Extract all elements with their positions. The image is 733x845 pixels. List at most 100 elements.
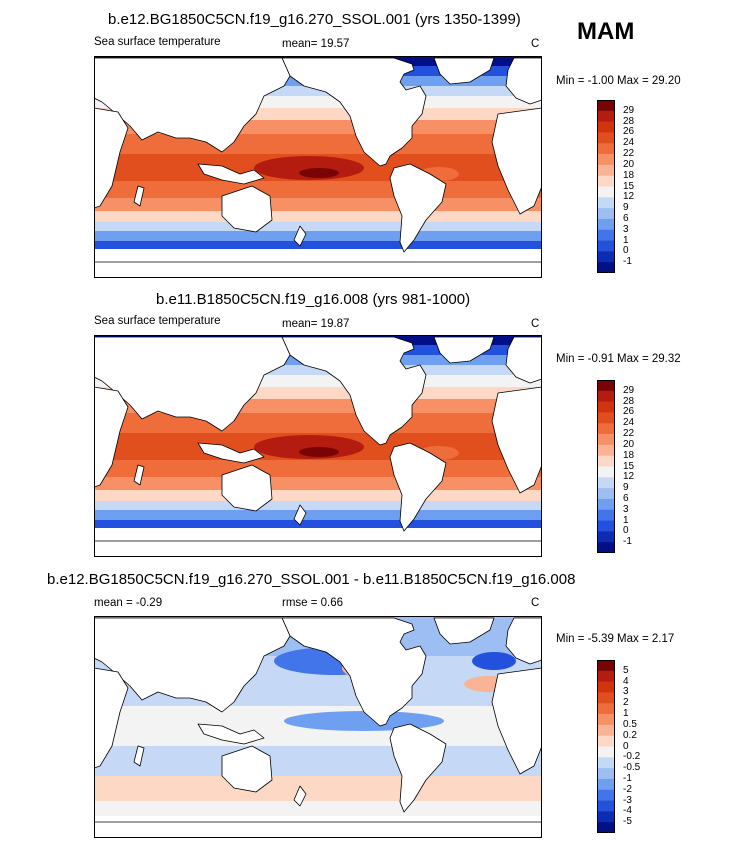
- sst-band: [94, 746, 542, 777]
- maritime-continent: [197, 723, 265, 745]
- panel-3-rmse: rmse = 0.66: [282, 597, 344, 609]
- colorbar-swatch: [597, 768, 615, 780]
- colorbar-tick-label: 15: [623, 180, 635, 192]
- warm-pool-core: [299, 447, 339, 457]
- colorbar-tick-label: 24: [623, 137, 635, 149]
- colorbar-swatch: [597, 692, 615, 704]
- colorbar-swatch: [597, 735, 615, 747]
- colorbar-tick-label: 0.5: [623, 718, 637, 730]
- panel-1-map-frame: [94, 56, 542, 278]
- africa-continent: [491, 667, 542, 775]
- colorbar-tick-label: 24: [623, 417, 635, 429]
- colorbar-tick-label: -0.5: [623, 762, 641, 774]
- colorbar-swatch: [597, 175, 615, 187]
- colorbar-frame: [597, 100, 615, 273]
- colorbar-swatch: [597, 466, 615, 478]
- sst-band: [94, 198, 542, 212]
- colorbar-swatch: [597, 240, 615, 252]
- colorbar-swatch: [597, 401, 615, 413]
- colorbar-tick-label: 29: [623, 104, 635, 116]
- colorbar-tick-label: 6: [623, 492, 629, 504]
- australia-continent: [221, 185, 273, 233]
- antarctica-continent: [94, 261, 542, 278]
- colorbar-swatch: [597, 488, 615, 500]
- anomaly-cold-north-atlantic: [472, 652, 516, 670]
- greenland-continent: [433, 57, 495, 85]
- maritime-continent: [197, 163, 265, 185]
- panel-1-land: [94, 57, 542, 278]
- colorbar-swatch: [597, 423, 615, 435]
- sst-band: [94, 134, 542, 155]
- panel-2-variable: Sea surface temperature: [94, 315, 221, 327]
- colorbar-tick-label: 6: [623, 212, 629, 224]
- colorbar-tick-label: 2: [623, 697, 629, 709]
- colorbar-tick-label: 28: [623, 115, 635, 127]
- panel-2-map: [94, 335, 542, 557]
- colorbar-tick-label: 9: [623, 202, 629, 214]
- panel-3-map: [94, 616, 542, 838]
- panel-3-minmax: Min = -5.39 Max = 2.17: [556, 633, 675, 645]
- colorbar-swatch: [597, 100, 615, 112]
- panel-1-map: [94, 56, 542, 278]
- panel-3-land: [94, 617, 542, 838]
- madagascar-continent: [133, 745, 145, 767]
- panel-1-mean: mean= 19.57: [282, 38, 350, 50]
- anomaly-cold-tropical-pacific: [284, 711, 444, 731]
- panel-2-map-frame: [94, 335, 542, 557]
- colorbar-tick-label: 12: [623, 191, 635, 203]
- colorbar-tick-label: 0: [623, 740, 629, 752]
- colorbar-swatch: [597, 434, 615, 446]
- colorbar-swatch: [597, 746, 615, 758]
- sst-band: [94, 510, 542, 521]
- colorbar-tick-label: 15: [623, 460, 635, 472]
- europe-west-continent: [505, 336, 542, 384]
- colorbar-swatch: [597, 380, 615, 392]
- colorbar-tick-label: -5: [623, 816, 632, 828]
- panel-1-units: C: [531, 38, 540, 50]
- new-zealand-continent: [293, 504, 307, 526]
- colorbar-swatch: [597, 498, 615, 511]
- africa-continent: [491, 107, 542, 215]
- panel-1-title: b.e12.BG1850C5CN.f19_g16.270_SSOL.001 (y…: [108, 11, 521, 28]
- colorbar-tick-label: 12: [623, 471, 635, 483]
- colorbar-swatch: [597, 714, 615, 726]
- sst-band: [94, 501, 542, 511]
- sst-band: [94, 776, 542, 802]
- colorbar-swatch: [597, 208, 615, 220]
- colorbar-swatch: [597, 757, 615, 769]
- colorbar-tick-label: 20: [623, 438, 635, 450]
- panel-1-colorbar: [597, 100, 615, 273]
- colorbar-tick-label: 5: [623, 664, 629, 676]
- north-america-continent: [281, 617, 427, 727]
- colorbar-swatch: [597, 164, 615, 176]
- sst-band: [94, 520, 542, 531]
- greenland-continent: [433, 617, 495, 645]
- panel-3-units: C: [531, 597, 540, 609]
- colorbar-tick-label: 26: [623, 126, 635, 138]
- sst-band: [94, 222, 542, 232]
- australia-continent: [221, 745, 273, 793]
- colorbar-swatch: [597, 531, 615, 543]
- sst-band: [94, 460, 542, 478]
- south-america-continent: [389, 723, 447, 813]
- colorbar-swatch: [597, 703, 615, 715]
- colorbar-tick-label: -4: [623, 805, 632, 817]
- colorbar-swatch: [597, 262, 615, 273]
- colorbar-tick-label: 3: [623, 686, 629, 698]
- colorbar-tick-label: 22: [623, 428, 635, 440]
- colorbar-swatch: [597, 811, 615, 823]
- colorbar-tick-label: -3: [623, 794, 632, 806]
- season-label: MAM: [577, 18, 635, 45]
- sst-band: [94, 211, 542, 223]
- colorbar-tick-label: -1: [623, 536, 632, 548]
- colorbar-tick-label: 18: [623, 169, 635, 181]
- colorbar-swatch: [597, 660, 615, 672]
- colorbar-swatch: [597, 542, 615, 553]
- panel-3-mean: mean = -0.29: [94, 597, 163, 609]
- colorbar-tick-label: 20: [623, 158, 635, 170]
- colorbar-tick-label: 0: [623, 525, 629, 537]
- colorbar-swatch: [597, 121, 615, 133]
- colorbar-tick-label: 0: [623, 245, 629, 257]
- colorbar-tick-label: 1: [623, 514, 629, 526]
- europe-west-continent: [505, 57, 542, 105]
